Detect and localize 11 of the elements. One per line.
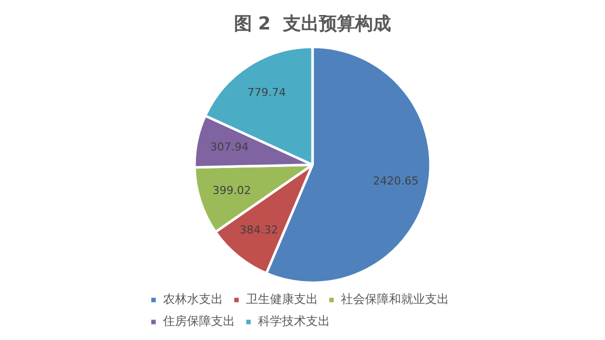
legend-label: 住房保障支出 — [162, 314, 235, 328]
chart-title: 图 2 支出预算构成 — [234, 13, 392, 34]
data-label: 779.74 — [247, 86, 286, 100]
data-label: 2420.65 — [372, 174, 418, 188]
data-label: 307.94 — [210, 140, 249, 154]
legend-label: 社会保障和就业支出 — [341, 292, 449, 306]
legend-label: 卫生健康支出 — [246, 292, 318, 306]
legend-label: 科学技术支出 — [258, 314, 330, 328]
legend-label: 农林水支出 — [163, 292, 223, 306]
data-label: 384.32 — [240, 223, 278, 236]
data-label: 399.02 — [212, 184, 251, 197]
